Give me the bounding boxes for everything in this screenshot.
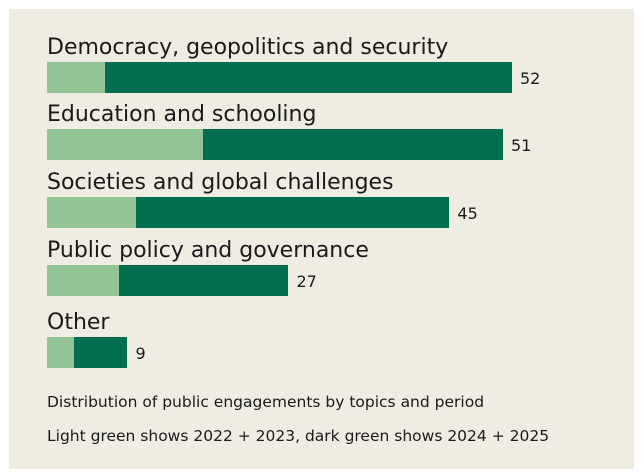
bar-segment-2022-2023 [47,265,119,296]
value-label: 52 [520,69,541,88]
value-label: 45 [457,204,478,223]
bar-segment-2022-2023 [47,337,74,368]
value-label: 51 [511,136,532,155]
bar-segment-2024-2025 [118,265,289,296]
category-label: Democracy, geopolitics and security [47,35,449,60]
bar-segment-2022-2023 [47,62,106,93]
bar-segment-2024-2025 [136,197,450,228]
bar-segment-2022-2023 [47,129,204,160]
bar-segment-2024-2025 [105,62,512,93]
category-label: Education and schooling [47,102,317,127]
category-label: Other [47,310,110,335]
category-label: Public policy and governance [47,238,369,263]
bar-segment-2024-2025 [203,129,504,160]
value-label: 9 [135,344,146,363]
bar-segment-2024-2025 [73,337,128,368]
bar-segment-2022-2023 [47,197,137,228]
caption-line-1: Distribution of public engagements by to… [47,393,485,411]
category-label: Societies and global challenges [47,170,394,195]
value-label: 27 [296,272,317,291]
caption-line-2: Light green shows 2022 + 2023, dark gree… [47,427,550,445]
chart-panel: Democracy, geopolitics and security 52 Edu… [9,9,634,469]
